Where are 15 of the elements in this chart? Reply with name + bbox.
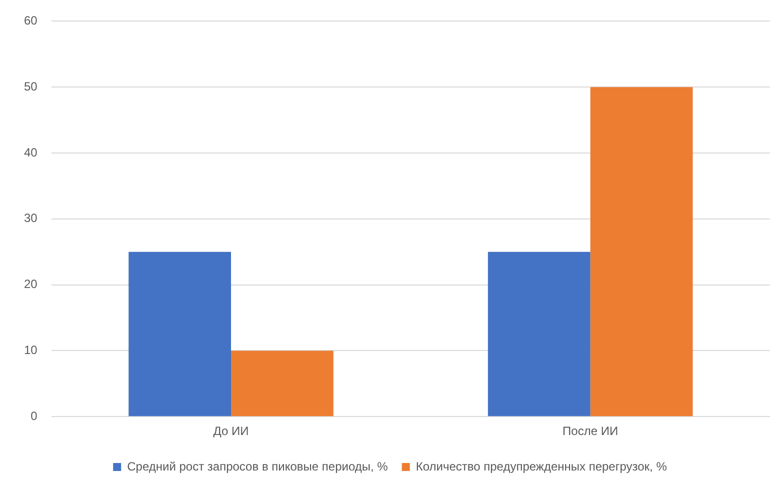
y-tick-label: 0 [30, 408, 38, 423]
legend-label: Средний рост запросов в пиковые периоды, % [127, 459, 388, 474]
y-tick-label: 10 [24, 343, 38, 358]
y-tick-label: 30 [24, 211, 38, 226]
bar [488, 252, 590, 416]
bar [590, 87, 693, 416]
y-tick-label: 40 [24, 145, 38, 160]
bar [231, 350, 334, 416]
x-tick-label: После ИИ [562, 424, 618, 438]
y-tick-label: 60 [24, 14, 38, 28]
bar [128, 252, 232, 416]
x-tick-label: До ИИ [213, 424, 249, 438]
y-tick-label: 20 [24, 277, 38, 292]
y-tick-label: 50 [24, 79, 38, 94]
legend-label: Количество предупрежденных перегрузок, % [416, 459, 668, 474]
